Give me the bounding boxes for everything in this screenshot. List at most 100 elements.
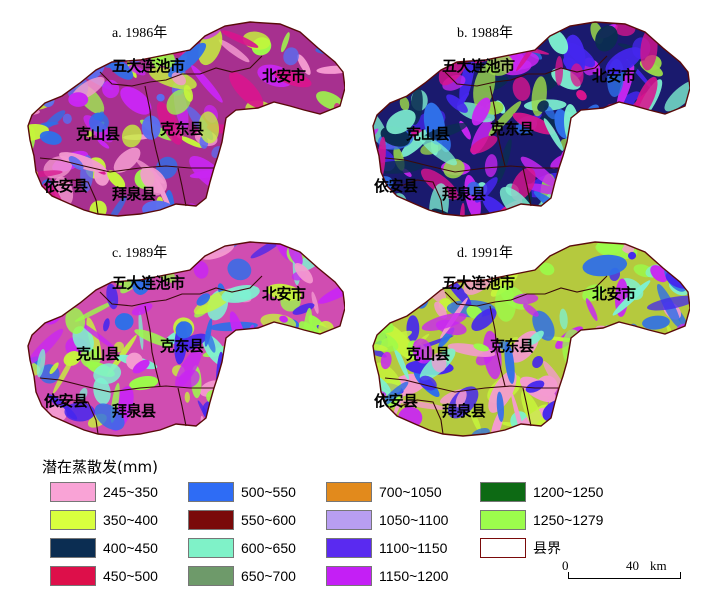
raster-patch [46, 242, 55, 263]
raster-patch [641, 177, 659, 195]
label-yian: 依安县 [374, 392, 418, 410]
raster-patch [183, 85, 193, 102]
raster-patch [421, 122, 468, 141]
raster-patch [585, 298, 598, 321]
raster-patch [555, 56, 564, 86]
panel-title: b. 1988年 [457, 26, 513, 41]
legend-label: 700~1050 [379, 484, 442, 500]
raster-patch [612, 280, 651, 316]
raster-patch [28, 255, 31, 285]
raster-patch [233, 184, 256, 203]
panel-title: a. 1986年 [112, 26, 168, 41]
raster-patch [36, 348, 46, 378]
raster-patch [53, 256, 76, 282]
raster-patch [566, 42, 596, 68]
raster-patch [261, 406, 279, 436]
raster-patch [252, 134, 274, 168]
county-boundary [522, 167, 532, 207]
legend-item: 1050~1100 [326, 509, 448, 531]
raster-patch [295, 128, 317, 147]
raster-patch [312, 148, 334, 174]
label-baiquan: 拜泉县 [442, 185, 486, 203]
raster-patch [512, 293, 539, 305]
raster-patch [655, 185, 676, 216]
raster-patch [277, 350, 293, 365]
raster-patch [280, 410, 305, 436]
raster-patch [579, 435, 625, 436]
label-kedong: 克东县 [490, 120, 534, 138]
raster-patch [28, 46, 32, 76]
raster-patch [583, 145, 589, 187]
raster-patch [319, 22, 339, 28]
raster-patch [639, 395, 659, 420]
raster-patch [60, 50, 77, 61]
raster-patch [305, 172, 343, 208]
raster-patch [48, 281, 63, 292]
raster-patch [94, 403, 125, 431]
raster-patch [610, 424, 627, 436]
raster-patch [322, 117, 345, 145]
raster-patch [469, 408, 482, 433]
county-boundary [489, 305, 506, 387]
raster-patch [74, 300, 116, 322]
raster-patch [239, 373, 264, 397]
raster-patch [263, 197, 282, 211]
raster-patch [279, 315, 289, 323]
raster-patch [28, 28, 40, 50]
raster-patch [659, 207, 690, 216]
raster-patch [583, 344, 626, 367]
raster-patch [631, 376, 660, 401]
raster-patch [281, 127, 288, 159]
raster-patch [658, 28, 671, 42]
raster-patch [239, 331, 261, 353]
raster-patch [628, 251, 637, 260]
label-baiquan: 拜泉县 [442, 402, 486, 420]
raster-patch [268, 404, 303, 430]
raster-patch [28, 286, 42, 326]
county-boundary [55, 399, 99, 435]
raster-patch [662, 114, 690, 135]
panel-title: c. 1989年 [112, 246, 168, 261]
raster-patch [107, 195, 127, 216]
legend-item: 500~550 [188, 481, 296, 503]
raster-patch [294, 263, 314, 284]
raster-patch [301, 390, 323, 436]
raster-patch [373, 262, 396, 286]
scale-tick [680, 572, 681, 578]
county-boundary [99, 55, 263, 87]
legend-swatch [188, 482, 234, 502]
raster-patch [422, 242, 447, 273]
legend-item: 650~700 [188, 565, 296, 587]
raster-patch [624, 355, 667, 390]
legend-swatch [50, 482, 96, 502]
raster-patch [373, 338, 387, 358]
raster-patch [678, 369, 690, 387]
label-keshan: 克山县 [76, 125, 120, 143]
raster-patch [666, 164, 690, 183]
label-kedong: 克东县 [160, 337, 204, 355]
raster-patch [44, 27, 60, 48]
raster-patch [49, 362, 59, 375]
raster-patch [33, 428, 49, 436]
raster-patch [28, 175, 37, 197]
raster-patch [48, 277, 65, 295]
raster-patch [624, 175, 638, 191]
county-boundary [384, 157, 559, 173]
raster-patch [459, 53, 475, 105]
raster-patch [615, 353, 634, 393]
legend-swatch [480, 538, 526, 558]
raster-patch [28, 242, 46, 267]
raster-patch [570, 63, 584, 87]
raster-patch [585, 138, 604, 177]
raster-patch [616, 137, 636, 177]
legend-label: 500~550 [241, 484, 296, 500]
raster-patch [543, 118, 564, 151]
raster-patch [264, 142, 289, 184]
raster-patch [121, 124, 142, 148]
raster-patch [335, 242, 345, 276]
raster-patch [664, 206, 687, 216]
county-boundary [55, 179, 99, 215]
raster-patch [664, 127, 690, 169]
raster-patch [595, 25, 618, 52]
raster-patch [638, 370, 653, 400]
